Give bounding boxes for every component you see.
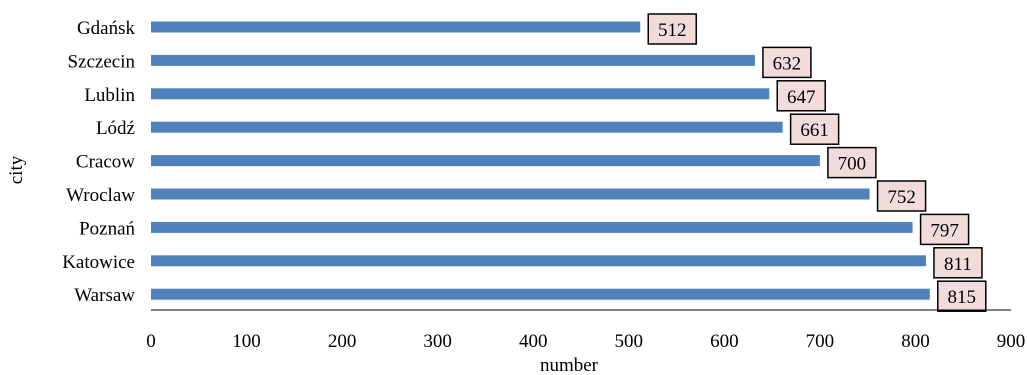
category-label-1: Szczecin: [67, 51, 135, 72]
data-label-box-6: [919, 213, 970, 246]
data-label-value-5: 752: [887, 187, 916, 208]
data-label-box-4: [827, 146, 877, 179]
x-tick-label-5: 500: [615, 331, 644, 352]
data-label-box-5: [876, 180, 927, 212]
bar-2: [151, 88, 770, 100]
data-label-0: 512: [647, 13, 697, 45]
category-label-7: Katowice: [62, 252, 135, 273]
bar-5: [151, 188, 870, 200]
data-label-box-0: [647, 13, 697, 45]
category-label-8: Warsaw: [74, 285, 135, 306]
category-label-4: Cracow: [76, 152, 135, 173]
x-tick-label-0: 0: [146, 331, 156, 352]
x-tick-label-2: 200: [328, 331, 357, 352]
x-tick-label-4: 400: [519, 331, 548, 352]
category-label-2: Lublin: [84, 85, 135, 106]
data-label-value-8: 815: [948, 287, 977, 308]
data-label-1: 632: [762, 46, 812, 79]
bar-3: [151, 121, 783, 133]
bars-group: [151, 21, 930, 300]
x-tick-label-8: 800: [901, 331, 930, 352]
data-label-6: 797: [919, 213, 970, 246]
data-labels-group: 512 632 647 661 700 752 797 811 815: [647, 13, 987, 312]
bar-0: [151, 21, 641, 33]
data-label-value-1: 632: [773, 53, 802, 74]
bar-1: [151, 54, 755, 66]
category-labels-group: Gdańsk Szczecin Lublin Lódź Cracow Wroclaw Poz…: [62, 18, 135, 306]
category-label-0: Gdańsk: [77, 18, 136, 39]
data-label-value-7: 811: [944, 254, 972, 275]
data-label-value-2: 647: [787, 87, 816, 108]
data-label-box-1: [762, 46, 812, 79]
bar-8: [151, 288, 930, 300]
data-label-value-6: 797: [930, 220, 959, 241]
data-label-box-3: [789, 113, 840, 145]
data-label-8: 815: [937, 280, 987, 312]
category-label-6: Poznań: [79, 218, 135, 239]
x-axis-title: number: [540, 355, 599, 375]
bar-6: [151, 221, 913, 233]
x-tick-label-7: 700: [806, 331, 835, 352]
data-label-box-7: [933, 247, 983, 279]
data-label-4: 700: [827, 146, 877, 179]
x-tick-label-9: 900: [997, 331, 1026, 352]
bar-4: [151, 155, 820, 167]
category-label-3: Lódź: [96, 118, 135, 139]
data-label-value-0: 512: [658, 20, 687, 41]
data-label-7: 811: [933, 247, 983, 279]
data-label-5: 752: [876, 180, 927, 212]
x-tick-labels-group: 0 100 200 300 400 500 600 700 800 900: [146, 331, 1025, 352]
y-axis-title: city: [6, 155, 27, 184]
category-label-5: Wroclaw: [66, 185, 135, 206]
x-tick-label-3: 300: [423, 331, 452, 352]
data-label-value-3: 661: [800, 120, 829, 141]
x-tick-label-6: 600: [710, 331, 739, 352]
x-tick-label-1: 100: [232, 331, 261, 352]
data-label-3: 661: [789, 113, 840, 145]
data-label-box-2: [776, 80, 826, 112]
data-label-2: 647: [776, 80, 826, 112]
data-label-box-8: [937, 280, 987, 312]
bar-7: [151, 255, 926, 267]
data-label-value-4: 700: [838, 154, 867, 175]
